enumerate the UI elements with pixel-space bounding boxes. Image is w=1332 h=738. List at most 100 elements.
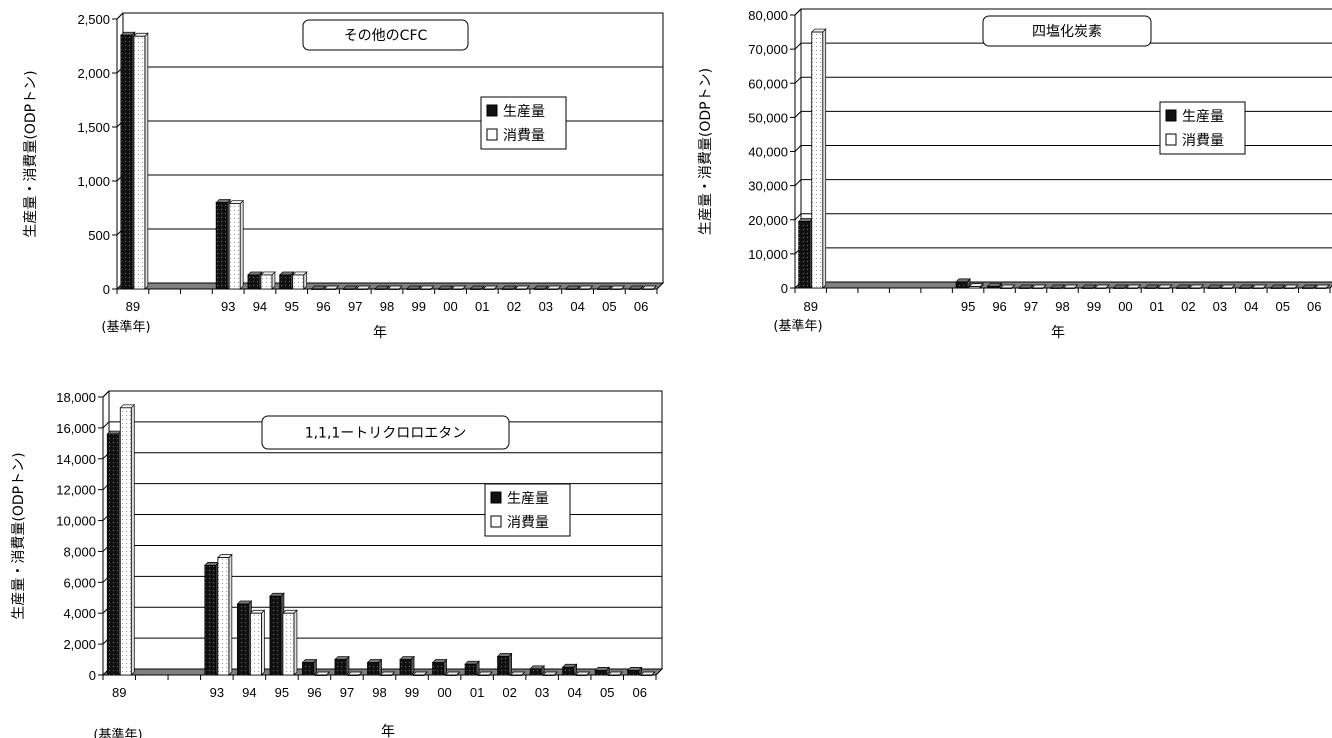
bar-production: [1207, 284, 1223, 289]
y-tick-label: 0: [89, 668, 96, 683]
bar-top: [1269, 284, 1286, 289]
bar-production: [278, 271, 295, 290]
bar-production: [342, 285, 359, 290]
bar-top: [596, 285, 613, 290]
y-axis-label: 生産量・消費量(ODPトン): [11, 452, 27, 619]
bar-consumption: [545, 285, 562, 290]
bar-top: [323, 285, 340, 290]
bar-front: [380, 674, 392, 676]
bar-consumption: [1157, 284, 1173, 289]
bar-top: [609, 285, 626, 290]
y-tick-label: 0: [103, 282, 110, 297]
legend-swatch-production: [486, 104, 498, 117]
x-tick-label: 03: [1213, 299, 1227, 314]
x-tick-label: 00: [1118, 299, 1132, 314]
bar-production: [334, 655, 350, 676]
bar-top: [607, 671, 624, 676]
bar-production: [215, 198, 232, 290]
bar-top: [269, 592, 285, 597]
bar-front: [529, 668, 542, 676]
bar-top: [968, 283, 984, 287]
bar-front: [1314, 287, 1327, 289]
bar-front: [501, 288, 514, 290]
bar-top: [626, 667, 643, 671]
bar-front: [1238, 287, 1251, 289]
bar-top: [561, 663, 578, 668]
bar-production: [204, 561, 220, 676]
bar-consumption: [477, 671, 493, 676]
bar-consumption: [1125, 284, 1142, 289]
bar-front: [387, 288, 400, 290]
bar-production: [955, 278, 971, 289]
bar-consumption: [1188, 284, 1205, 289]
bar-front: [120, 34, 133, 290]
bar-top: [342, 285, 359, 290]
bar-front: [367, 662, 379, 676]
bar-production: [405, 285, 422, 290]
legend-label: 消費量: [507, 515, 549, 531]
bar-top: [1314, 284, 1331, 289]
y-tick-label: 6,000: [63, 575, 96, 590]
bar-consumption: [641, 285, 657, 290]
bar-front: [399, 659, 412, 676]
bar-front: [1157, 287, 1170, 289]
bar-front: [1050, 287, 1062, 289]
bar-front: [412, 674, 425, 676]
bar-production: [374, 285, 390, 290]
bar-front: [342, 288, 355, 290]
bar-top: [249, 609, 266, 614]
bar-consumption: [355, 285, 372, 290]
bar-front: [445, 674, 457, 676]
bar-production: [1081, 284, 1097, 289]
bar-top: [810, 28, 827, 33]
bar-top: [986, 282, 1003, 287]
bar-top: [999, 284, 1016, 289]
y-tick-label: 2,500: [77, 12, 110, 27]
bar-top: [215, 199, 232, 203]
legend-swatch-consumption: [490, 515, 502, 528]
bar-front: [1000, 287, 1012, 289]
gridline-side: [102, 421, 110, 429]
bar-top: [301, 659, 318, 663]
bar-production: [596, 285, 613, 290]
x-tick-label: 89: [112, 685, 126, 700]
x-tick-label: 97: [348, 299, 362, 314]
x-axis-label: 年: [373, 325, 387, 341]
bar-production: [431, 658, 448, 676]
y-tick-label: 16,000: [56, 421, 96, 436]
x-tick-label: 94: [253, 299, 267, 314]
x-tick-label: 97: [340, 685, 354, 700]
bar-top: [314, 671, 331, 676]
y-tick-label: 2,000: [63, 637, 96, 652]
bar-production: [1112, 284, 1129, 289]
bar-consumption: [514, 285, 530, 290]
bar-consumption: [1314, 284, 1331, 289]
bar-production: [269, 592, 285, 676]
bar-consumption: [249, 609, 266, 676]
bar-front: [641, 288, 654, 290]
legend-label: 生産量: [1182, 109, 1224, 125]
bar-production: [399, 655, 415, 676]
bar-front: [1188, 287, 1201, 289]
bar-top: [366, 659, 383, 663]
legend-label: 消費量: [1182, 133, 1224, 149]
x-axis-label: 年: [381, 724, 395, 738]
gridline-side: [794, 76, 802, 84]
bar-front: [533, 288, 546, 290]
chart-title-box: [302, 19, 469, 51]
bar-front: [596, 288, 609, 290]
bar-top: [514, 285, 530, 290]
bar-front: [1126, 287, 1138, 289]
bar-front: [374, 288, 387, 290]
bar-top: [228, 200, 245, 205]
bar-consumption: [482, 285, 499, 290]
bar-front: [347, 674, 360, 676]
bar-top: [431, 659, 448, 663]
bar-production: [310, 285, 327, 290]
y-tick-label: 20,000: [748, 213, 788, 228]
bar-top: [412, 671, 428, 676]
bar-production: [236, 600, 253, 676]
bar-front: [562, 666, 575, 676]
bar-front: [1113, 287, 1125, 289]
